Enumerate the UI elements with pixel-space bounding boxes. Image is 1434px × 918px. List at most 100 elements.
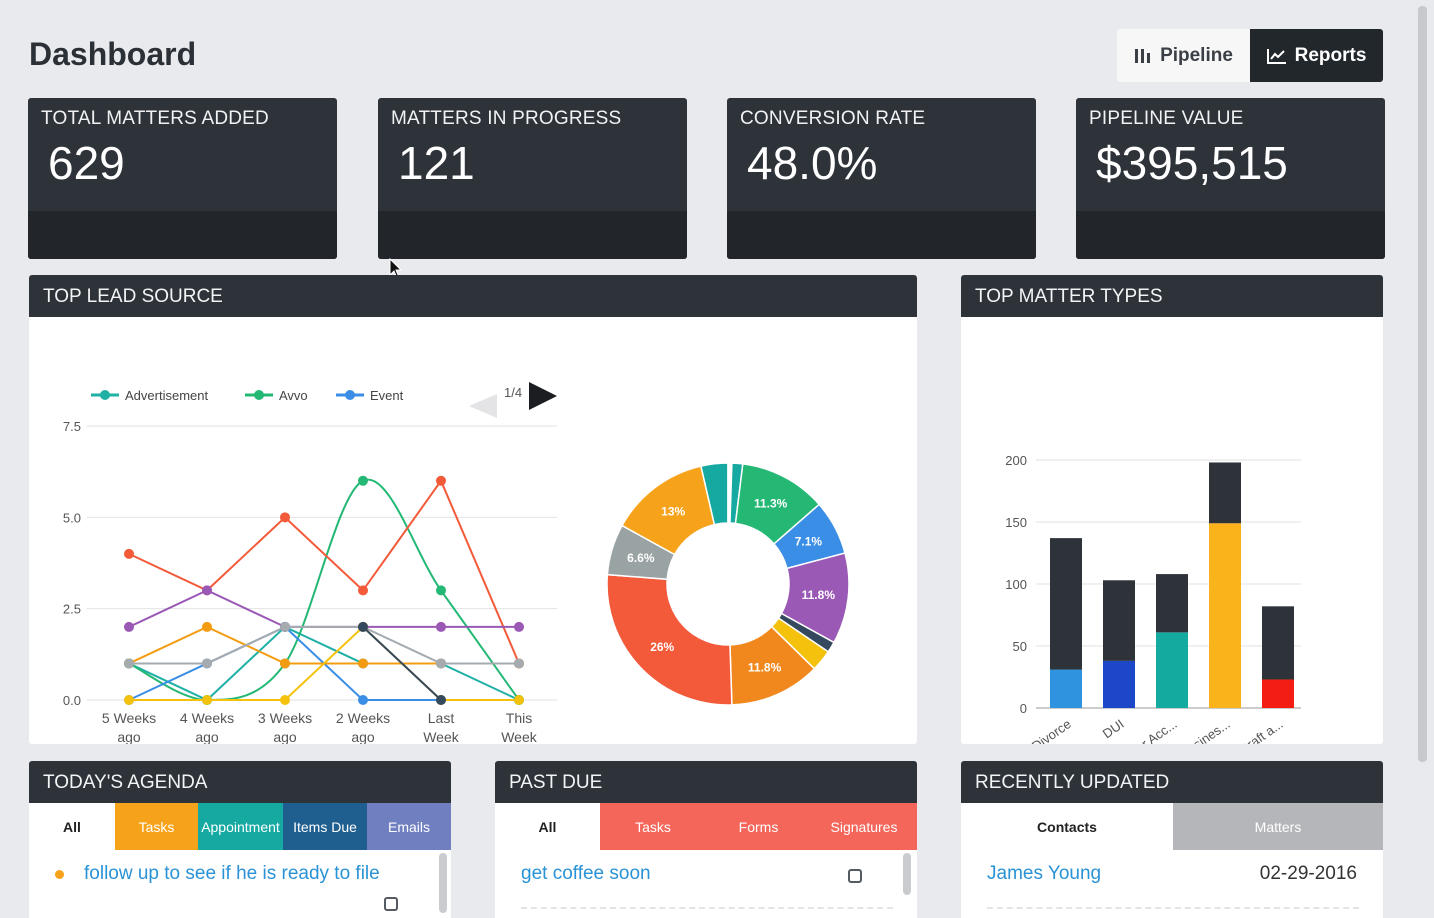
tab-appointment[interactable]: Appointment [198,803,283,850]
tab-all[interactable]: All [29,803,115,850]
page-scrollbar[interactable] [1418,6,1427,762]
legend-marker [345,390,355,400]
data-point[interactable] [436,658,446,669]
contact-name-link[interactable]: James Young [987,863,1102,884]
y-tick-label: 0 [1020,701,1027,716]
x-tick-label: DUI [1100,716,1127,741]
slice-label: 7.1% [795,534,823,548]
previous-page-arrow-icon[interactable] [469,394,497,418]
page-indicator: 1/4 [504,385,522,400]
data-point[interactable] [124,658,134,669]
tab-all[interactable]: All [495,803,600,850]
data-point[interactable] [202,585,212,596]
stat-card-matters-in-progress: MATTERS IN PROGRESS 121 [378,98,687,259]
data-point[interactable] [358,658,368,669]
data-point[interactable] [436,585,446,596]
tab-contacts[interactable]: Contacts [961,803,1173,850]
past-due-scrollbar[interactable] [903,853,911,895]
series-line [129,625,519,665]
data-point[interactable] [514,621,524,632]
slice-label: 11.8% [748,660,782,674]
stat-footer [28,211,337,259]
tab-items-due[interactable]: Items Due [283,803,367,850]
data-point[interactable] [514,695,524,705]
legend-label: Advertisement [125,388,208,403]
past-due-item[interactable]: get coffee soon [521,863,651,885]
line-chart-icon [1266,48,1286,64]
x-tick-label: 5 Weeks ago [102,710,156,744]
legend-label: Avvo [279,388,308,403]
x-tick-label: Last Week [423,710,460,744]
next-page-arrow-icon[interactable] [529,382,557,410]
data-point[interactable] [202,621,212,632]
legend-marker [100,390,110,400]
panel-title: RECENTLY UPDATED [961,761,1383,803]
data-point[interactable] [358,475,368,486]
y-tick-label: 150 [1005,515,1027,530]
stat-value: 121 [398,137,475,189]
legend-marker [254,390,264,400]
bar-segment[interactable] [1209,523,1241,708]
data-point[interactable] [280,621,290,632]
series-line [128,478,520,702]
stat-label: PIPELINE VALUE [1089,108,1244,129]
stat-card-conversion-rate: CONVERSION RATE 48.0% [727,98,1036,259]
bar-segment[interactable] [1156,574,1188,633]
lead-source-charts: Advertisement Avvo Event 1/4 0.0 2.5 5.0 7.5 5… [63,382,850,744]
pipeline-icon [1135,48,1151,63]
legend-label: Event [370,388,404,403]
past-due-item-text: get coffee soon [521,863,651,884]
agenda-scrollbar[interactable] [439,853,447,913]
agenda-item[interactable]: follow up to see if he is ready to file [55,863,380,885]
bar-segment[interactable] [1262,679,1294,708]
slice-label: 11.3% [754,497,788,511]
tab-tasks[interactable]: Tasks [115,803,198,850]
data-point[interactable] [280,512,290,523]
x-tick-label: Divorce [1029,716,1074,744]
past-due-item-checkbox[interactable] [848,869,862,883]
bar-segment[interactable] [1156,632,1188,708]
y-tick-label: 2.5 [63,602,81,617]
bar-segment[interactable] [1209,462,1241,524]
reports-button[interactable]: Reports [1250,29,1383,82]
data-point[interactable] [436,695,446,705]
pipeline-button[interactable]: Pipeline [1117,29,1250,82]
stat-value: 629 [48,137,125,189]
data-point[interactable] [514,658,524,669]
data-point[interactable] [124,621,134,632]
tab-emails[interactable]: Emails [367,803,451,850]
slice-label: 6.6% [627,551,655,565]
pipeline-label: Pipeline [1160,44,1233,66]
donut-slice[interactable] [621,465,716,556]
data-point[interactable] [124,695,134,705]
data-point[interactable] [124,548,134,559]
data-point[interactable] [358,585,368,596]
tab-signatures[interactable]: Signatures [811,803,917,850]
data-point[interactable] [358,695,368,705]
donut-slice[interactable] [606,573,733,706]
bar-segment[interactable] [1050,538,1082,670]
series-line [128,478,520,664]
data-point[interactable] [202,695,212,705]
y-tick-label: 200 [1005,453,1027,468]
bar-segment[interactable] [1262,606,1294,680]
bar-segment[interactable] [1103,660,1135,708]
top-matter-types-panel: TOP MATTER TYPES 0 50 100 150 200 Divorce DUI C… [961,275,1383,744]
tab-matters[interactable]: Matters [1173,803,1383,850]
x-tick-label: 4 Weeks ago [180,710,234,744]
data-point[interactable] [436,475,446,486]
data-point[interactable] [436,621,446,632]
bar-segment[interactable] [1050,669,1082,708]
data-point[interactable] [280,658,290,669]
data-point[interactable] [280,695,290,705]
data-point[interactable] [202,658,212,669]
y-tick-label: 7.5 [63,419,81,434]
contact-row[interactable]: James Young 02-29-2016 [987,863,1357,885]
row-divider [987,907,1359,909]
tab-tasks[interactable]: Tasks [600,803,706,850]
data-point[interactable] [358,621,368,632]
tab-forms[interactable]: Forms [706,803,811,850]
bar-segment[interactable] [1103,580,1135,661]
agenda-item-checkbox[interactable] [384,897,398,911]
